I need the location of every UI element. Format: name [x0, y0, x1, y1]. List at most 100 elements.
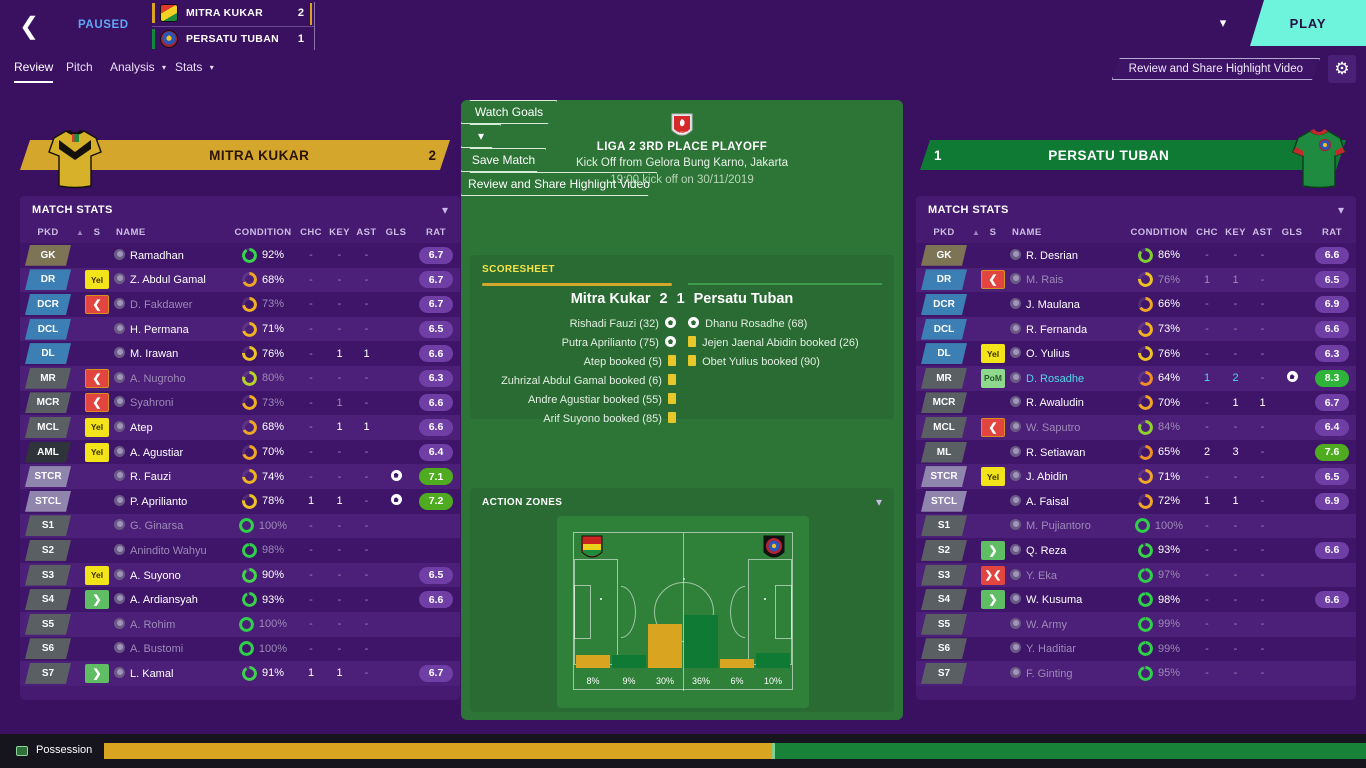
sort-ascending-icon[interactable]: ▲: [76, 228, 85, 237]
player-name-cell[interactable]: Anindito Wahyu: [112, 538, 230, 563]
table-row[interactable]: DL M. Irawan 76% - 1 1 6.6: [20, 341, 460, 366]
col-chc[interactable]: CHC: [1196, 227, 1218, 238]
table-row[interactable]: S3 Yel A. Suyono 90% - - - 6.5: [20, 562, 460, 588]
col-gls[interactable]: GLS: [385, 227, 407, 238]
table-row[interactable]: S1 G. Ginarsa 100% - - -: [20, 513, 460, 539]
tab-analysis[interactable]: Analysis ▾: [110, 60, 166, 74]
col-pkd[interactable]: PKD: [933, 227, 955, 238]
player-name-cell[interactable]: W. Army: [1008, 611, 1126, 637]
table-row[interactable]: GK Ramadhan 92% - - - 6.7: [20, 243, 460, 268]
player-name-cell[interactable]: Ramadhan: [112, 243, 230, 268]
player-name-cell[interactable]: R. Setiawan: [1008, 439, 1126, 465]
table-row[interactable]: S5 A. Rohim 100% - - -: [20, 611, 460, 637]
table-row[interactable]: S7 F. Ginting 95% - - -: [916, 661, 1356, 686]
chevron-down-icon[interactable]: ▾: [875, 495, 882, 509]
player-name-cell[interactable]: R. Fauzi: [112, 464, 230, 489]
player-name-cell[interactable]: A. Suyono: [112, 562, 230, 588]
table-row[interactable]: MCL ❮ W. Saputro 84% - - - 6.4: [916, 415, 1356, 440]
sort-ascending-icon[interactable]: ▲: [972, 228, 981, 237]
player-name-cell[interactable]: G. Ginarsa: [112, 513, 230, 539]
table-row[interactable]: GK R. Desrian 86% - - - 6.6: [916, 243, 1356, 268]
chevron-down-icon[interactable]: ▾: [441, 203, 448, 217]
gear-icon[interactable]: ⚙: [1328, 55, 1356, 83]
col-name[interactable]: NAME: [116, 227, 146, 238]
player-name-cell[interactable]: Atep: [112, 415, 230, 440]
table-row[interactable]: ML R. Setiawan 65% 2 3 - 7.6: [916, 439, 1356, 465]
table-row[interactable]: S2 ❯ Q. Reza 93% - - - 6.6: [916, 538, 1356, 563]
scoreline[interactable]: MITRA KUKAR 2 PERSATU TUBAN 1: [152, 0, 314, 52]
player-name-cell[interactable]: M. Irawan: [112, 341, 230, 366]
col-key[interactable]: KEY: [1225, 227, 1246, 238]
table-row[interactable]: S7 ❯ L. Kamal 91% 1 1 - 6.7: [20, 661, 460, 686]
tab-pitch[interactable]: Pitch: [66, 60, 93, 74]
table-row[interactable]: DR Yel Z. Abdul Gamal 68% - - - 6.7: [20, 267, 460, 293]
play-options-icon[interactable]: ▾: [1196, 0, 1250, 46]
review-share-highlight-button[interactable]: Review and Share Highlight Video: [1112, 58, 1320, 80]
player-name-cell[interactable]: R. Desrian: [1008, 243, 1126, 268]
table-row[interactable]: S6 A. Bustomi 100% - - -: [20, 636, 460, 662]
col-gls[interactable]: GLS: [1281, 227, 1303, 238]
player-name-cell[interactable]: O. Yulius: [1008, 341, 1126, 366]
possession-track[interactable]: [104, 743, 1366, 759]
watch-goals-button[interactable]: Watch Goals: [461, 100, 557, 124]
player-name-cell[interactable]: Q. Reza: [1008, 538, 1126, 563]
col-name[interactable]: NAME: [1012, 227, 1042, 238]
player-name-cell[interactable]: W. Kusuma: [1008, 587, 1126, 612]
table-row[interactable]: DR ❮ M. Rais 76% 1 1 - 6.5: [916, 267, 1356, 293]
table-row[interactable]: DCR J. Maulana 66% - - - 6.9: [916, 292, 1356, 317]
table-row[interactable]: S6 Y. Haditiar 99% - - -: [916, 636, 1356, 662]
table-row[interactable]: MR ❮ A. Nugroho 80% - - - 6.3: [20, 365, 460, 391]
player-name-cell[interactable]: A. Agustiar: [112, 439, 230, 465]
player-name-cell[interactable]: P. Aprilianto: [112, 488, 230, 514]
table-row[interactable]: S3 ❯❮ Y. Eka 97% - - -: [916, 562, 1356, 588]
table-row[interactable]: S1 M. Pujiantoro 100% - - -: [916, 513, 1356, 539]
player-name-cell[interactable]: A. Rohim: [112, 611, 230, 637]
player-name-cell[interactable]: Y. Haditiar: [1008, 636, 1126, 662]
chevron-down-icon[interactable]: ▾: [1337, 203, 1344, 217]
table-row[interactable]: MR PoM D. Rosadhe 64% 1 2 - 8.3: [916, 365, 1356, 391]
col-s[interactable]: S: [93, 227, 101, 238]
table-row[interactable]: DCL R. Fernanda 73% - - - 6.6: [916, 316, 1356, 342]
table-row[interactable]: MCR ❮ Syahroni 73% - 1 - 6.6: [20, 390, 460, 416]
player-name-cell[interactable]: A. Ardiansyah: [112, 587, 230, 612]
col-chc[interactable]: CHC: [300, 227, 322, 238]
player-name-cell[interactable]: Syahroni: [112, 390, 230, 416]
player-name-cell[interactable]: R. Fernanda: [1008, 316, 1126, 342]
table-row[interactable]: STCR R. Fauzi 74% - - - 7.1: [20, 464, 460, 489]
table-row[interactable]: DL Yel O. Yulius 76% - - - 6.3: [916, 341, 1356, 366]
player-name-cell[interactable]: M. Pujiantoro: [1008, 513, 1126, 539]
table-row[interactable]: STCR Yel J. Abidin 71% - - - 6.5: [916, 464, 1356, 489]
player-name-cell[interactable]: W. Saputro: [1008, 415, 1126, 440]
player-name-cell[interactable]: M. Rais: [1008, 267, 1126, 293]
col-rat[interactable]: RAT: [1321, 227, 1343, 238]
table-row[interactable]: STCL A. Faisal 72% 1 1 - 6.9: [916, 488, 1356, 514]
table-row[interactable]: MCL Yel Atep 68% - 1 1 6.6: [20, 415, 460, 440]
table-row[interactable]: DCR ❮ D. Fakdawer 73% - - - 6.7: [20, 292, 460, 317]
back-icon[interactable]: ❮: [18, 13, 40, 40]
table-row[interactable]: S5 W. Army 99% - - -: [916, 611, 1356, 637]
tab-stats[interactable]: Stats ▾: [175, 60, 214, 74]
col-ast[interactable]: AST: [356, 227, 377, 238]
table-row[interactable]: STCL P. Aprilianto 78% 1 1 - 7.2: [20, 488, 460, 514]
table-row[interactable]: AML Yel A. Agustiar 70% - - - 6.4: [20, 439, 460, 465]
col-key[interactable]: KEY: [329, 227, 350, 238]
col-s[interactable]: S: [989, 227, 997, 238]
player-name-cell[interactable]: A. Nugroho: [112, 365, 230, 391]
save-match-button[interactable]: Save Match: [461, 148, 546, 172]
table-row[interactable]: DCL H. Permana 71% - - - 6.5: [20, 316, 460, 342]
col-condition[interactable]: CONDITION: [1130, 227, 1188, 238]
table-row[interactable]: S2 Anindito Wahyu 98% - - -: [20, 538, 460, 563]
col-condition[interactable]: CONDITION: [234, 227, 292, 238]
player-name-cell[interactable]: Y. Eka: [1008, 562, 1126, 588]
player-name-cell[interactable]: A. Faisal: [1008, 488, 1126, 514]
col-ast[interactable]: AST: [1252, 227, 1273, 238]
col-pkd[interactable]: PKD: [37, 227, 59, 238]
player-name-cell[interactable]: D. Rosadhe: [1008, 365, 1126, 391]
player-name-cell[interactable]: J. Maulana: [1008, 292, 1126, 317]
player-name-cell[interactable]: H. Permana: [112, 316, 230, 342]
player-name-cell[interactable]: R. Awaludin: [1008, 390, 1126, 416]
player-name-cell[interactable]: A. Bustomi: [112, 636, 230, 662]
table-row[interactable]: MCR R. Awaludin 70% - 1 1 6.7: [916, 390, 1356, 416]
col-rat[interactable]: RAT: [425, 227, 447, 238]
player-name-cell[interactable]: D. Fakdawer: [112, 292, 230, 317]
